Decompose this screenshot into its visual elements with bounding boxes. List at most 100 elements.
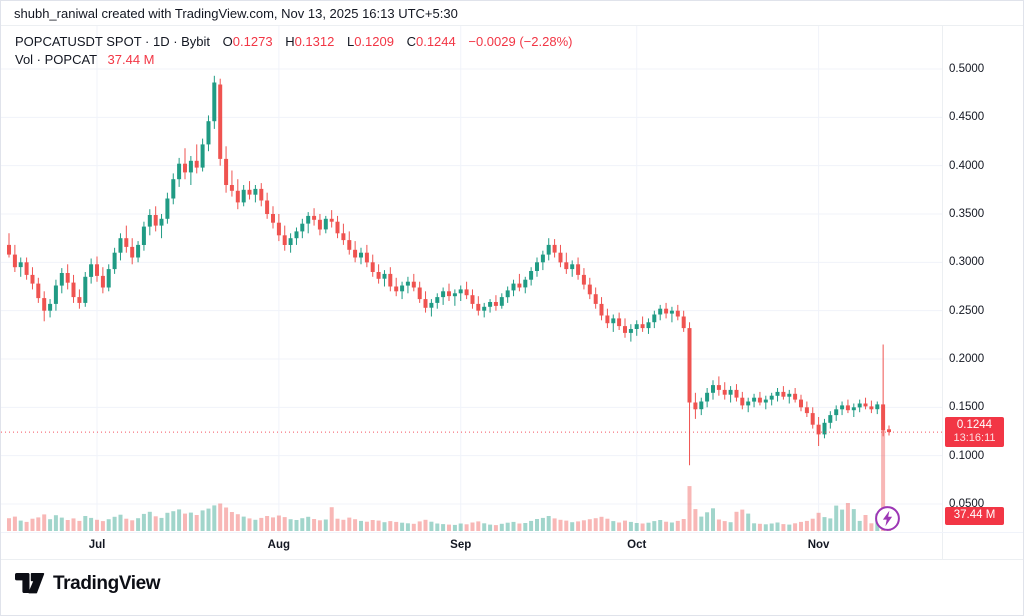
volume-bar xyxy=(306,516,311,531)
volume-bar xyxy=(675,520,680,531)
price-tick-label: 0.2000 xyxy=(949,353,985,365)
candle-body xyxy=(317,219,322,230)
candle-body xyxy=(458,289,463,294)
volume-bar xyxy=(247,518,252,531)
candle-body xyxy=(570,264,575,270)
volume-bar xyxy=(570,522,575,531)
volume-bar xyxy=(300,518,305,531)
candle-body xyxy=(693,402,698,410)
candle-body xyxy=(188,160,193,173)
candle-body xyxy=(65,273,70,283)
candle-body xyxy=(165,198,170,219)
candle-body xyxy=(558,252,563,263)
volume-bar xyxy=(781,524,786,531)
volume-bar xyxy=(799,521,803,531)
candle-body xyxy=(787,393,792,397)
candle-body xyxy=(681,316,686,329)
candle-body xyxy=(752,397,757,402)
volume-bar xyxy=(235,514,240,531)
candle-body xyxy=(869,406,874,410)
volume-bar xyxy=(405,523,410,531)
candle-body xyxy=(816,424,821,435)
volume-bar xyxy=(822,517,827,531)
volume-bar xyxy=(722,521,727,531)
candle-body xyxy=(130,246,135,258)
volume-bar xyxy=(828,518,833,531)
volume-bar xyxy=(664,521,669,531)
time-scale-divider xyxy=(1,532,1023,533)
candle-body xyxy=(804,407,809,414)
volume-bar xyxy=(423,519,428,531)
volume-bar xyxy=(711,508,715,531)
volume-bar xyxy=(206,508,211,531)
volume-bar xyxy=(411,523,416,531)
candle-body xyxy=(658,308,663,315)
candle-body xyxy=(335,221,340,234)
tradingview-logo-link[interactable]: TradingView xyxy=(14,572,161,595)
volume-bar xyxy=(394,521,399,531)
candle-body xyxy=(623,326,627,333)
candle-body xyxy=(359,252,363,258)
candle-body xyxy=(763,399,768,403)
candle-body xyxy=(306,215,311,224)
candle-body xyxy=(523,279,528,288)
volume-bar xyxy=(447,524,451,531)
legend-volume-row: Vol · POPCAT 37.44 M xyxy=(15,51,572,68)
volume-bar xyxy=(106,519,111,531)
volume-bar xyxy=(124,518,129,531)
candle-body xyxy=(464,289,469,296)
candle-body xyxy=(687,328,692,403)
volume-bar xyxy=(452,524,457,531)
volume-bar xyxy=(769,523,774,531)
high-value: 0.1312 xyxy=(294,34,335,49)
candle-body xyxy=(447,291,451,297)
volume-bar xyxy=(83,516,88,531)
volume-bar xyxy=(288,519,293,531)
candle-body xyxy=(640,324,645,329)
lightning-event-marker[interactable] xyxy=(874,505,901,537)
candle-body xyxy=(224,158,229,185)
candle-body xyxy=(177,163,182,180)
candle-body xyxy=(593,294,598,304)
volume-bar xyxy=(276,515,281,531)
close-value: 0.1244 xyxy=(415,34,456,49)
volume-bar xyxy=(212,505,217,531)
open-label: O xyxy=(222,34,233,49)
candle-body xyxy=(845,405,850,411)
price-scale[interactable]: 0.5000 0.4500 0.4000 0.3500 0.3000 0.2500 0.20… xyxy=(942,25,1023,559)
volume-bar xyxy=(834,505,839,531)
volume-bar xyxy=(224,507,229,531)
volume-bar xyxy=(118,514,123,531)
volume-bar xyxy=(576,521,581,531)
candle-body xyxy=(857,403,862,408)
volume-bar xyxy=(634,523,639,531)
candle-body xyxy=(18,262,23,268)
volume-bar xyxy=(259,517,264,531)
volume-bar xyxy=(165,512,170,531)
volume-bar xyxy=(188,512,193,531)
volume-bar xyxy=(65,520,70,531)
volume-bar xyxy=(159,517,164,531)
volume-bar xyxy=(746,513,751,531)
candle-body xyxy=(757,397,762,403)
candle-body xyxy=(511,283,516,291)
volume-bar xyxy=(617,522,622,531)
candle-body xyxy=(294,231,299,239)
volume-bar xyxy=(388,521,393,531)
volume-bar xyxy=(376,520,381,531)
candle-body xyxy=(141,226,146,245)
volume-bar xyxy=(505,522,510,531)
candle-body xyxy=(781,391,786,397)
symbol-title: POPCATUSDT SPOT · 1D · Bybit xyxy=(15,34,211,49)
candle-body xyxy=(535,262,539,271)
volume-bar xyxy=(881,431,886,531)
volume-bar xyxy=(183,513,187,531)
candle-body xyxy=(564,262,569,270)
candle-body xyxy=(705,392,710,402)
volume-bar xyxy=(523,523,528,531)
volume-bar xyxy=(488,524,493,531)
candle-body xyxy=(341,233,346,241)
time-scale[interactable]: Jul Aug Sep Oct Nov xyxy=(1,535,941,561)
